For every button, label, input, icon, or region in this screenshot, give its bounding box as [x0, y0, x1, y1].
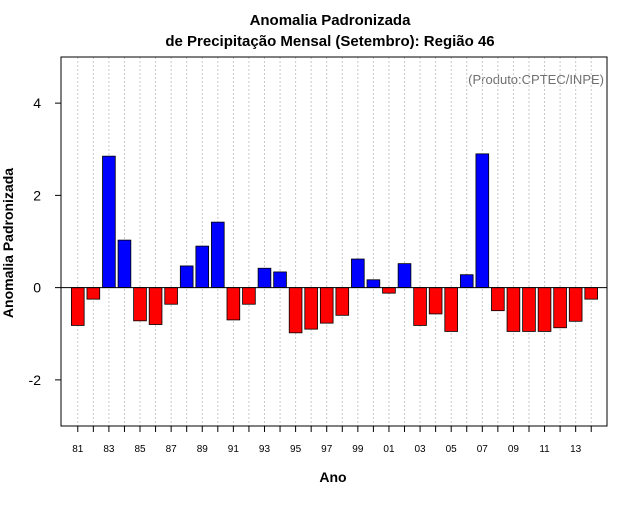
x-tick-label: 09 — [508, 444, 520, 455]
x-tick-label: 87 — [166, 444, 178, 455]
y-axis: -2 0 2 4 — [29, 95, 61, 388]
bar-11 — [537, 287, 552, 332]
x-tick-label: 07 — [477, 444, 489, 455]
x-tick-label: 05 — [446, 444, 458, 455]
bar-14 — [584, 287, 598, 300]
credit-label: (Produto:CPTEC/INPE) — [468, 72, 604, 87]
x-tick-label: 03 — [415, 444, 427, 455]
x-tick-label: 81 — [72, 444, 84, 455]
bar-04 — [428, 287, 443, 315]
x-axis-title: Ano — [319, 469, 346, 485]
chart-subtitle: de Precipitação Mensal (Setembro): Regiã… — [165, 33, 494, 50]
y-tick-label: 4 — [33, 95, 41, 111]
bar-81 — [71, 287, 85, 326]
x-tick-label: 91 — [228, 444, 240, 455]
bar-98 — [335, 287, 350, 316]
chart-title: Anomalia Padronizada — [250, 12, 412, 29]
bar-87 — [164, 287, 178, 305]
y-tick-label: -2 — [29, 372, 42, 388]
x-tick-label: 97 — [321, 444, 333, 455]
bar-05 — [444, 287, 458, 332]
grid-lines — [77, 57, 592, 426]
bar-96 — [304, 287, 318, 330]
x-tick-label: 89 — [197, 444, 209, 455]
x-tick-label: 83 — [103, 444, 115, 455]
bar-91 — [226, 287, 241, 321]
bar-07 — [475, 153, 490, 289]
bar-86 — [148, 287, 163, 325]
x-tick-label: 01 — [383, 444, 395, 455]
bar-90 — [211, 221, 225, 289]
x-tick-label: 95 — [290, 444, 302, 455]
plot-area-frame — [60, 56, 608, 427]
bar-12 — [553, 287, 567, 329]
bar-85 — [133, 287, 147, 322]
bar-01 — [382, 287, 396, 294]
bar-84 — [117, 239, 132, 289]
x-tick-label: 93 — [259, 444, 271, 455]
bar-13 — [568, 287, 583, 322]
x-tick-label: 11 — [539, 444, 550, 455]
bar-83 — [102, 155, 116, 289]
bar-09 — [506, 287, 521, 332]
bar-08 — [491, 287, 505, 312]
bar-06 — [459, 274, 474, 289]
bar-92 — [242, 287, 256, 305]
bar-00 — [366, 279, 381, 289]
x-tick-label: 13 — [570, 444, 582, 455]
bar-89 — [195, 245, 210, 289]
bar-93 — [257, 267, 272, 289]
bar-95 — [288, 287, 303, 334]
x-axis: 81 83 85 87 89 91 93 95 97 99 01 03 05 07 09 11 13 — [72, 426, 592, 455]
bars — [71, 153, 598, 334]
bar-88 — [179, 265, 194, 289]
y-tick-label: 2 — [33, 187, 41, 203]
bar-82 — [86, 287, 101, 300]
y-tick-label: 0 — [33, 280, 41, 296]
bar-10 — [522, 287, 536, 332]
bar-97 — [319, 287, 334, 324]
bar-02 — [397, 263, 412, 289]
y-axis-title: Anomalia Padronizada — [0, 168, 16, 318]
bar-03 — [413, 287, 427, 326]
bar-94 — [273, 271, 287, 289]
bar-99 — [351, 258, 365, 289]
x-tick-label: 99 — [352, 444, 364, 455]
x-tick-label: 85 — [134, 444, 146, 455]
